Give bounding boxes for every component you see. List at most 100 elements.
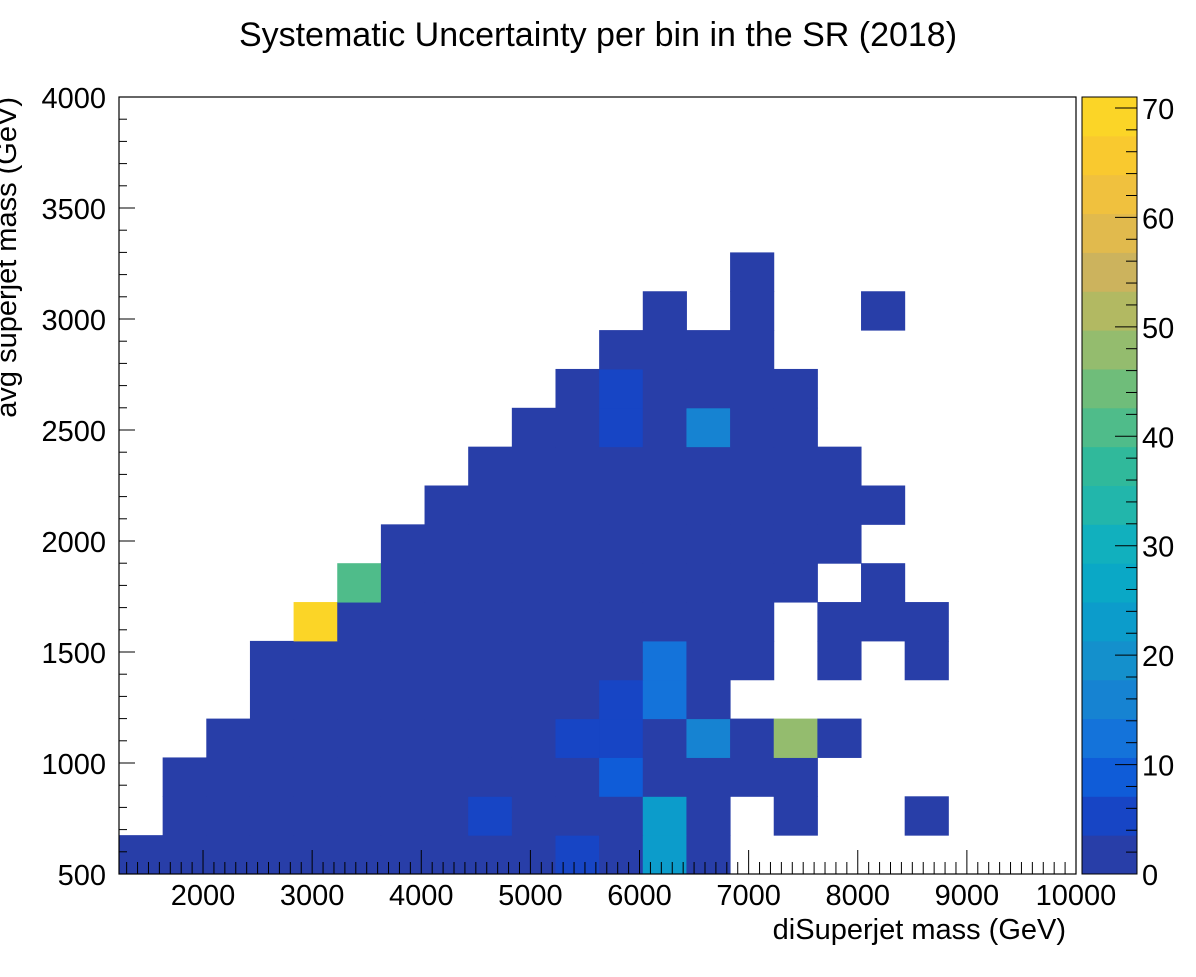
heatmap-cell [337,563,382,603]
x-tick-label: 5000 [498,880,563,912]
heatmap-cell [773,446,818,486]
x-axis: 2000 3000 4000 5000 6000 7000 8000 9000 10000 [126,850,1117,912]
heatmap-cell [599,640,644,681]
heatmap-cell [555,757,600,797]
heatmap-cell [904,602,949,642]
heatmap-cell [773,368,818,409]
colorbar-segment [1082,602,1137,642]
colorbar-segment [1082,485,1137,525]
heatmap-cell [861,485,906,525]
heatmap-cell [424,602,469,642]
heatmap-cell [380,602,426,642]
x-tick-label: 7000 [716,880,781,912]
heatmap-cell [424,485,469,525]
colorbar-segment [1082,524,1137,564]
x-axis-label: diSuperjet mass (GeV) [773,914,1066,946]
heatmap-cell [599,679,644,720]
heatmap-cell [119,835,164,875]
heatmap-cell [249,757,295,797]
colorbar-segment [1082,252,1137,292]
heatmap-cell [293,835,338,875]
heatmap-cell [555,679,600,720]
heatmap-cell [511,524,556,564]
heatmap-cell [511,835,556,875]
x-tick-label: 2000 [171,880,236,912]
colorbar-segment [1082,679,1137,720]
heatmap-cell [468,679,513,720]
heatmap-cell [424,640,469,681]
heatmap-cell [206,835,251,875]
y-tick-label: 1000 [41,749,106,781]
heatmap-cell [773,757,818,797]
heatmap-cell [642,330,687,370]
heatmap-cell [730,602,775,642]
heatmap-cell [642,446,687,486]
heatmap-cell [555,796,600,836]
heatmap-cell [555,563,600,603]
x-tick-label: 10000 [1036,880,1117,912]
heatmap-cell [730,640,775,681]
colorbar-segment [1082,174,1137,215]
heatmap-cell [817,524,862,564]
heatmap-cell [599,757,644,797]
heatmap-cell [468,524,513,564]
heatmap-cell [424,524,469,564]
heatmap-cell [555,446,600,486]
heatmap-cell [511,679,556,720]
heatmap-cell [249,796,295,836]
heatmap-cell [293,602,338,642]
heatmap-cell [686,563,731,603]
x-tick-label: 3000 [280,880,345,912]
heatmap-cell [424,718,469,758]
heatmap-cell [861,291,906,331]
y-tick-label: 4000 [41,83,106,115]
colorbar-segment [1082,446,1137,486]
heatmap-cell [642,485,687,525]
heatmap-cell [555,524,600,564]
heatmap-cell [730,446,775,486]
heatmap-cell [162,835,207,875]
y-tick-label: 500 [58,860,106,892]
heatmap-cell [555,407,600,448]
heatmap-cell [599,718,644,758]
heatmap-cell [642,524,687,564]
heatmap-cell [380,796,426,836]
colorbar-segment [1082,213,1137,253]
heatmap-cell [424,835,469,875]
chart-title: Systematic Uncertainty per bin in the SR… [239,16,957,54]
heatmap-cell [599,368,644,409]
colorbar-segment [1082,835,1137,875]
colorbar-segment [1082,368,1137,409]
colorbar-frame [1081,96,1138,875]
heatmap-cell [511,757,556,797]
heatmap-cell [337,835,382,875]
y-axis: 500 1000 1500 2000 2500 3000 3500 4000 [41,83,135,892]
heatmap-cell [511,407,556,448]
heatmap-cell [337,602,382,642]
x-tick-label: 9000 [935,880,1000,912]
heatmap-cell [424,679,469,720]
colorbar-tick-label: 70 [1142,94,1174,126]
heatmap-cells [119,252,949,875]
heatmap-cell [380,524,426,564]
heatmap-cell [817,640,862,681]
heatmap-cell [686,602,731,642]
heatmap-cell [686,718,731,758]
heatmap-cell [642,835,687,875]
heatmap-cell [686,485,731,525]
colorbar-tick-label: 0 [1142,860,1158,892]
heatmap-cell [730,330,775,370]
heatmap-cell [642,757,687,797]
colorbar-tick-label: 20 [1142,641,1174,673]
heatmap-cell [686,796,731,836]
heatmap-cell [468,718,513,758]
heatmap-cell [206,718,251,758]
heatmap-cell [642,640,687,681]
heatmap-cell [511,640,556,681]
heatmap-cell [642,291,687,331]
heatmap-cell [686,368,731,409]
heatmap-cell [380,563,426,603]
heatmap-cell [249,835,295,875]
heatmap-cell [424,796,469,836]
